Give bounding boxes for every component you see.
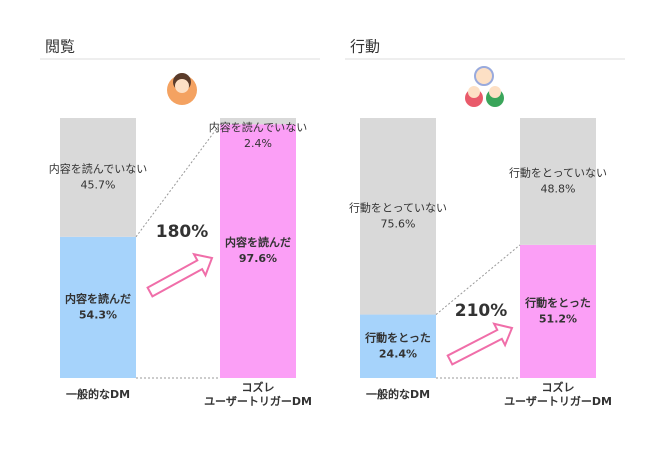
value-label: 45.7%: [81, 178, 116, 191]
bar-segment: [220, 118, 296, 125]
panel-title: 行動: [350, 38, 380, 56]
bar-segment: [520, 244, 596, 378]
arrow-shape: [446, 322, 514, 366]
x-tick-label: 一般的なDM: [66, 387, 130, 401]
segment-name: 内容を読んだ: [225, 235, 291, 249]
icon-right: [465, 66, 504, 107]
bar-segment: [220, 124, 296, 379]
arrow: [446, 322, 514, 366]
bar-segment: [60, 236, 136, 378]
arrow-shape: [146, 252, 214, 298]
segment-name: 内容を読んだ: [65, 291, 131, 305]
value-label: 75.6%: [381, 217, 416, 230]
bar-segment: [60, 118, 136, 237]
segment-name: 行動をとっていない: [509, 165, 607, 179]
value-label: 24.4%: [379, 347, 417, 360]
segment-name: 行動をとった: [364, 330, 431, 344]
value-label: 51.2%: [539, 312, 577, 325]
bar-segment: [520, 118, 596, 245]
connector: [135, 123, 221, 238]
annotation: 210%: [455, 301, 508, 321]
icon-left: [167, 73, 197, 105]
bar-segment: [360, 118, 436, 315]
value-label: 48.8%: [541, 182, 576, 195]
x-tick-label: コズレユーザートリガーDM: [204, 380, 312, 408]
arrow: [146, 252, 214, 298]
annotation: 180%: [156, 222, 209, 242]
segment-name: 内容を読んでいない: [209, 120, 307, 134]
value-label: 97.6%: [239, 252, 277, 265]
value-label: 2.4%: [244, 137, 272, 150]
value-label: 54.3%: [79, 308, 117, 321]
panel-title: 閲覧: [45, 38, 75, 56]
x-tick-label: 一般的なDM: [366, 387, 430, 401]
segment-name: 行動をとっていない: [349, 200, 447, 214]
bar-segment: [360, 314, 436, 378]
segment-name: 行動をとった: [524, 295, 591, 309]
segment-name: 内容を読んでいない: [49, 161, 147, 175]
x-tick-label: コズレユーザートリガーDM: [504, 380, 612, 408]
